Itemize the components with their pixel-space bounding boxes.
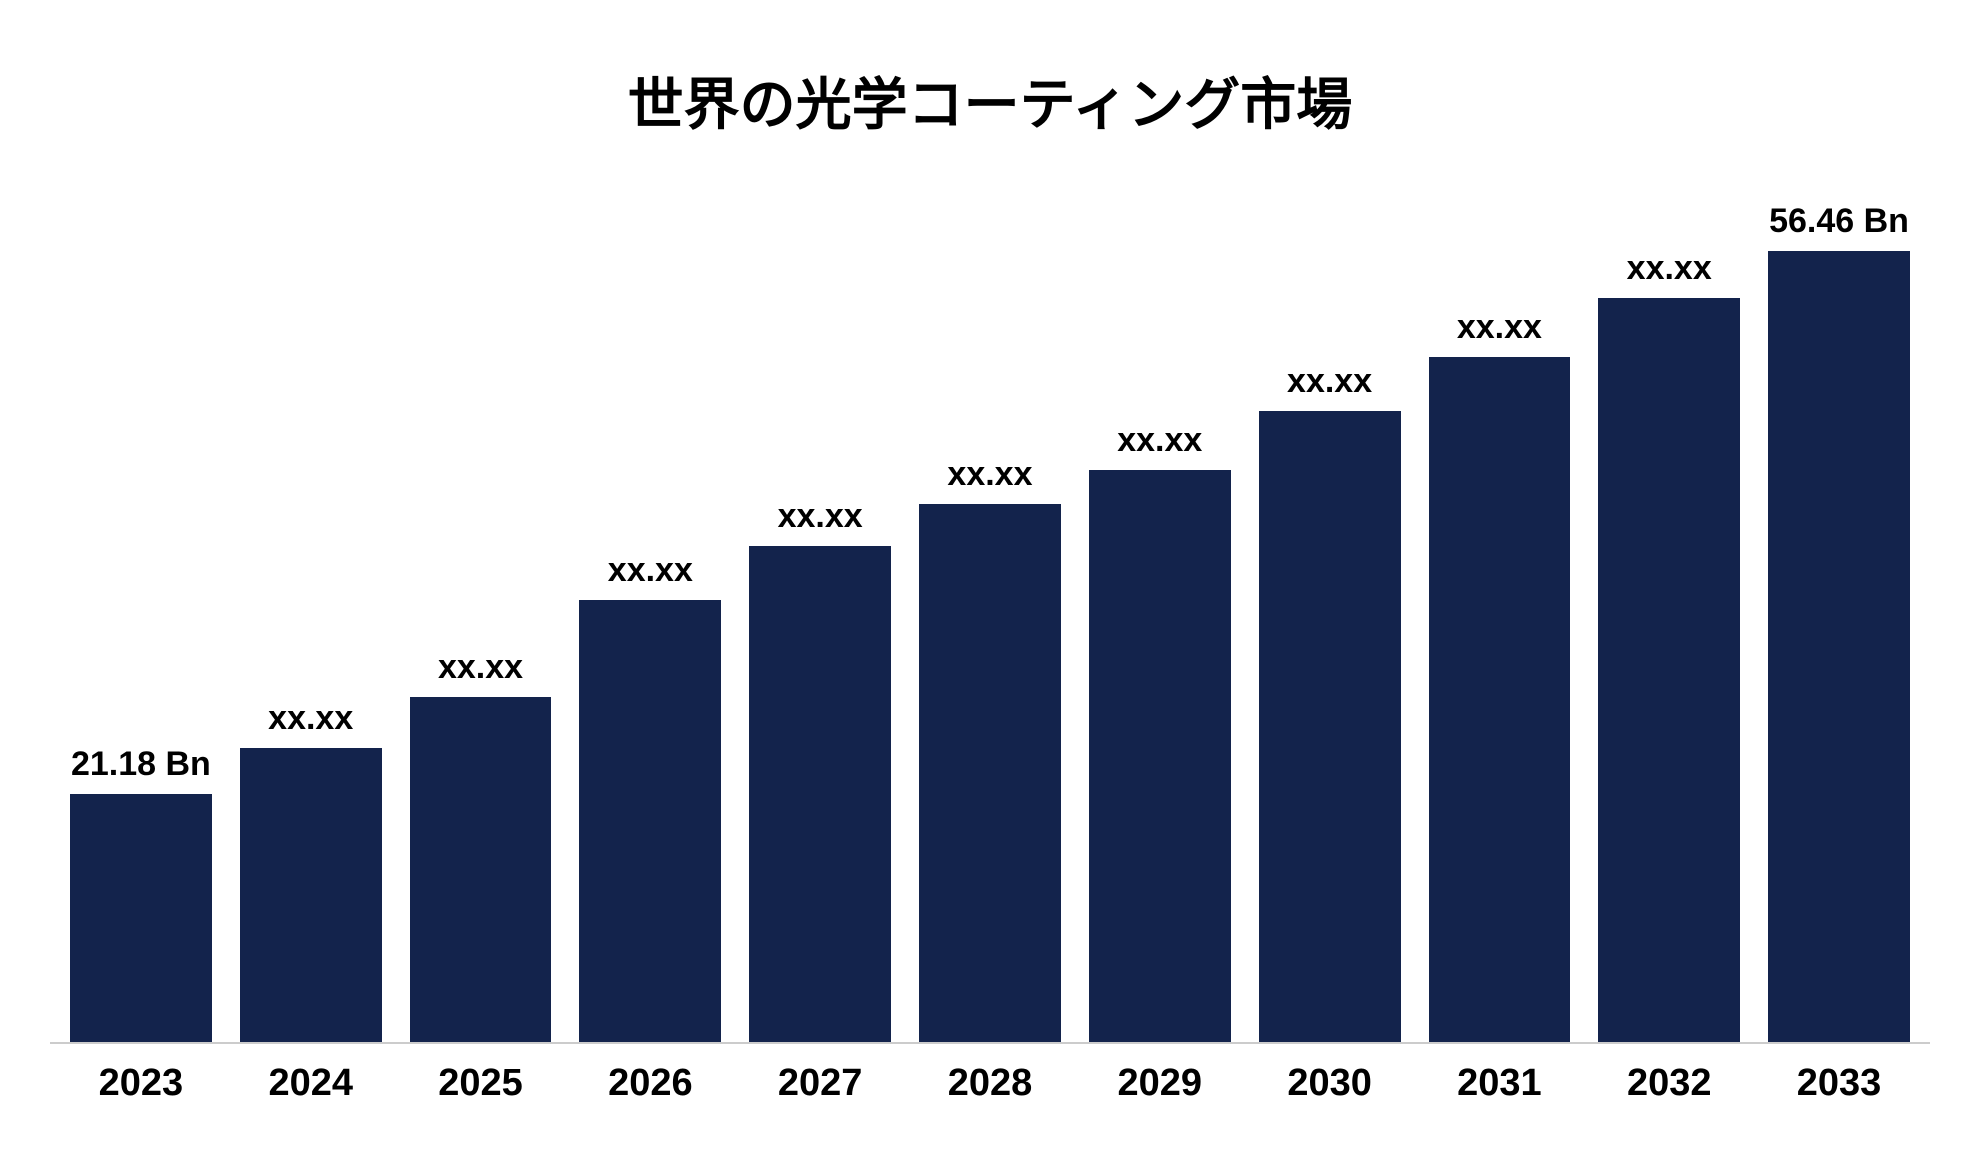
bar-group: xx.xx xyxy=(410,201,552,1042)
bar-value-label: 56.46 Bn xyxy=(1769,202,1909,241)
x-axis-label: 2027 xyxy=(749,1062,891,1105)
bar-value-label: xx.xx xyxy=(438,648,523,687)
bar-group: xx.xx xyxy=(1259,201,1401,1042)
x-axis-label: 2024 xyxy=(240,1062,382,1105)
x-axis-label: 2028 xyxy=(919,1062,1061,1105)
x-axis-label: 2026 xyxy=(579,1062,721,1105)
bar xyxy=(579,600,721,1042)
bar xyxy=(1768,251,1910,1042)
bar xyxy=(1598,298,1740,1042)
bar xyxy=(749,546,891,1042)
bar-value-label: xx.xx xyxy=(1117,421,1202,460)
bar-group: 56.46 Bn xyxy=(1768,201,1910,1042)
bar-value-label: xx.xx xyxy=(1457,308,1542,347)
bar-value-label: xx.xx xyxy=(778,497,863,536)
x-axis-label: 2032 xyxy=(1598,1062,1740,1105)
bar-group: xx.xx xyxy=(1429,201,1571,1042)
x-axis-label: 2023 xyxy=(70,1062,212,1105)
bar xyxy=(1259,411,1401,1042)
x-axis-label: 2030 xyxy=(1259,1062,1401,1105)
chart-area: 21.18 Bn xx.xx xx.xx xx.xx xx.xx xx.xx xx.xx xx… xyxy=(50,201,1930,1105)
bar-group: xx.xx xyxy=(1089,201,1231,1042)
bar-value-label: xx.xx xyxy=(1287,362,1372,401)
bar-group: xx.xx xyxy=(749,201,891,1042)
bar-value-label: xx.xx xyxy=(608,551,693,590)
bar-value-label: xx.xx xyxy=(268,699,353,738)
bar-value-label: xx.xx xyxy=(1627,249,1712,288)
bar xyxy=(70,794,212,1042)
bar-value-label: 21.18 Bn xyxy=(71,745,211,784)
bar xyxy=(1089,470,1231,1042)
x-axis-labels: 2023 2024 2025 2026 2027 2028 2029 2030 2031 2032… xyxy=(50,1044,1930,1105)
bars-region: 21.18 Bn xx.xx xx.xx xx.xx xx.xx xx.xx xx.xx xx… xyxy=(50,201,1930,1044)
x-axis-label: 2029 xyxy=(1089,1062,1231,1105)
bar-group: xx.xx xyxy=(919,201,1061,1042)
bar-group: xx.xx xyxy=(579,201,721,1042)
bar-group: 21.18 Bn xyxy=(70,201,212,1042)
bar xyxy=(240,748,382,1042)
bar xyxy=(1429,357,1571,1042)
bar xyxy=(919,504,1061,1042)
chart-title: 世界の光学コーティング市場 xyxy=(50,60,1930,141)
x-axis-label: 2031 xyxy=(1429,1062,1571,1105)
bar-group: xx.xx xyxy=(1598,201,1740,1042)
x-axis-label: 2033 xyxy=(1768,1062,1910,1105)
bar-value-label: xx.xx xyxy=(947,455,1032,494)
bar xyxy=(410,697,552,1042)
bar-group: xx.xx xyxy=(240,201,382,1042)
x-axis-label: 2025 xyxy=(410,1062,552,1105)
